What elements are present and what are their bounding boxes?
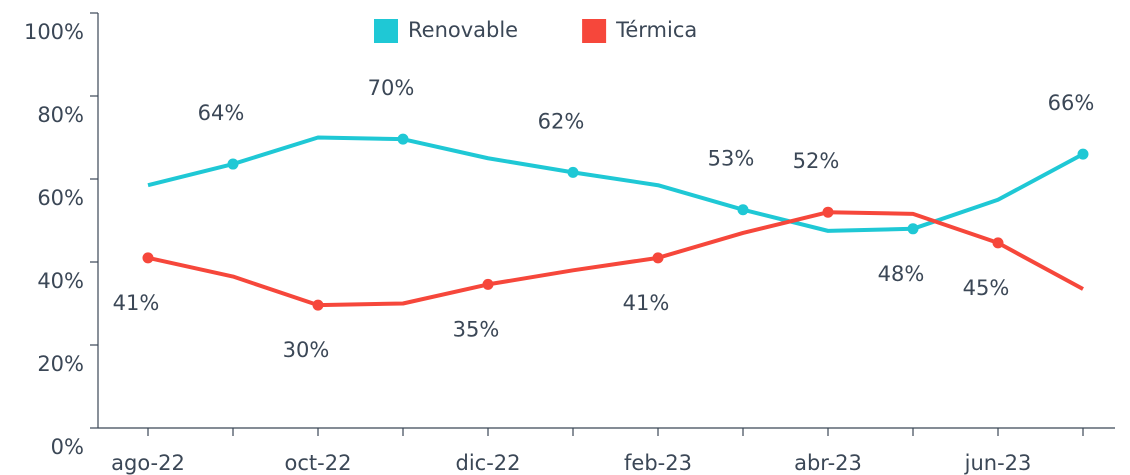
y-tick-label: 100%	[24, 20, 84, 44]
data-label: 30%	[283, 338, 330, 362]
series-line	[147, 210, 1084, 308]
point	[227, 158, 239, 170]
point	[482, 278, 494, 290]
data-label: 70%	[368, 76, 415, 100]
y-tick-label: 40%	[37, 269, 84, 293]
point	[907, 223, 919, 235]
y-tick-label: 20%	[37, 352, 84, 376]
point	[1077, 148, 1089, 160]
data-label: 53%	[708, 147, 755, 171]
x-tick-label: oct-22	[285, 451, 352, 475]
legend-label: Térmica	[615, 18, 697, 42]
data-label: 45%	[963, 276, 1010, 300]
point	[822, 206, 834, 218]
data-label: 35%	[453, 317, 500, 341]
x-tick-label: ago-22	[111, 451, 185, 475]
y-tick-label: 80%	[37, 103, 84, 127]
data-label: 41%	[113, 291, 160, 315]
data-label: 52%	[793, 149, 840, 173]
point	[142, 252, 154, 264]
data-label: 66%	[1048, 91, 1095, 115]
point	[992, 237, 1004, 249]
data-label: 41%	[623, 291, 670, 315]
series-line	[147, 135, 1084, 233]
legend-label: Renovable	[408, 18, 518, 42]
x-tick-label: dic-22	[455, 451, 520, 475]
x-tick-label: abr-23	[794, 451, 862, 475]
x-tick-label: feb-23	[624, 451, 692, 475]
x-tick-label: jun-23	[964, 451, 1032, 475]
data-label: 62%	[538, 109, 585, 133]
legend-swatch	[374, 19, 398, 43]
y-tick-label: 60%	[37, 186, 84, 210]
point	[737, 204, 749, 216]
legend-swatch	[582, 19, 607, 43]
y-tick-label: 0%	[51, 435, 84, 459]
data-label: 64%	[198, 101, 245, 125]
data-label: 48%	[878, 262, 925, 286]
point	[397, 133, 409, 145]
point	[567, 166, 579, 178]
point	[312, 299, 324, 311]
point	[652, 252, 664, 264]
